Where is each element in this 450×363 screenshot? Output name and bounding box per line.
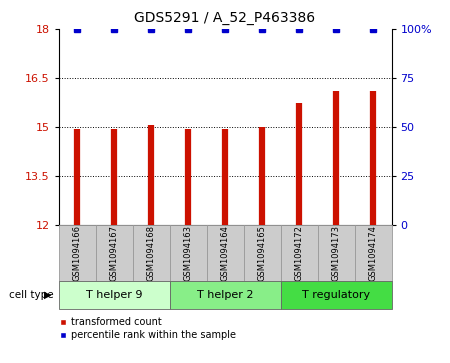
Bar (243, 225, 280, 281)
Text: GSM1094172: GSM1094172 (294, 225, 303, 281)
Text: GSM1094164: GSM1094164 (220, 225, 230, 281)
Bar (318, 225, 355, 281)
Bar (132, 225, 170, 281)
Bar (170, 281, 280, 309)
Bar (95, 225, 132, 281)
Text: ▶: ▶ (44, 290, 51, 300)
Text: GSM1094168: GSM1094168 (147, 225, 156, 281)
Text: T helper 9: T helper 9 (86, 290, 142, 300)
Text: GSM1094174: GSM1094174 (369, 225, 378, 281)
Bar (207, 225, 243, 281)
Text: cell type: cell type (9, 290, 54, 300)
Text: GSM1094173: GSM1094173 (332, 225, 341, 281)
Legend: transformed count, percentile rank within the sample: transformed count, percentile rank withi… (59, 317, 235, 340)
Text: GSM1094165: GSM1094165 (257, 225, 266, 281)
Bar (355, 225, 392, 281)
Bar (58, 225, 95, 281)
Bar (280, 225, 318, 281)
Bar (170, 225, 207, 281)
Text: GSM1094163: GSM1094163 (184, 225, 193, 281)
Text: T regulatory: T regulatory (302, 290, 370, 300)
Bar (58, 281, 170, 309)
Title: GDS5291 / A_52_P463386: GDS5291 / A_52_P463386 (135, 11, 315, 25)
Text: T helper 2: T helper 2 (197, 290, 253, 300)
Bar (280, 281, 392, 309)
Text: GSM1094167: GSM1094167 (109, 225, 118, 281)
Text: GSM1094166: GSM1094166 (72, 225, 81, 281)
